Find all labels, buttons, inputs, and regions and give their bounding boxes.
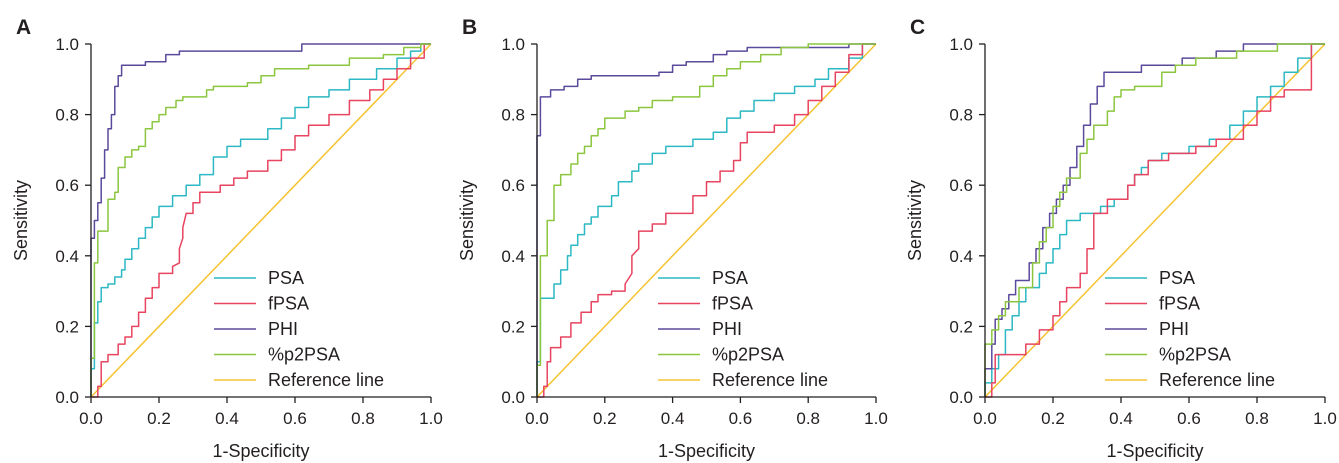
y-tick-label: 1.0: [949, 35, 973, 54]
legend: PSA fPSA PHI %p2PSA Reference line: [214, 268, 384, 390]
legend-label: PSA: [712, 268, 748, 288]
x-tick-label: 1.0: [419, 409, 443, 428]
y-tick-label: 0.0: [949, 388, 973, 407]
legend-label: %p2PSA: [712, 345, 784, 365]
x-tick-label: 0.6: [1177, 409, 1201, 428]
legend-label: fPSA: [1159, 294, 1200, 314]
y-tick-label: 0.8: [501, 106, 525, 125]
series-line-phi: [536, 43, 876, 397]
x-tick-label: 0.0: [525, 409, 549, 428]
series-line-fpsa: [91, 43, 431, 398]
x-tick-label: 0.0: [79, 409, 103, 428]
legend-label: PHI: [268, 319, 298, 339]
legend-label: PSA: [1159, 268, 1195, 288]
y-tick-label: 0.4: [949, 247, 973, 266]
series-line-phi: [984, 43, 1325, 397]
x-axis-title: 1-Specificity: [658, 441, 755, 461]
x-axis-title: 1-Specificity: [212, 441, 309, 461]
y-tick-label: 0.0: [501, 388, 525, 407]
legend-label: Reference line: [268, 370, 384, 390]
series-line-psa: [90, 43, 431, 397]
x-tick-label: 1.0: [864, 409, 888, 428]
x-tick-label: 0.8: [351, 409, 375, 428]
panel-label: B: [462, 16, 477, 39]
y-tick-label: 0.0: [55, 388, 79, 407]
x-tick-label: 0.8: [796, 409, 820, 428]
series-line-p2psa: [536, 43, 876, 397]
legend-label: PHI: [1159, 319, 1189, 339]
y-tick-label: 0.2: [949, 317, 973, 336]
y-tick-label: 1.0: [501, 35, 525, 54]
chart-panel-c: C 0.0 0.2 0.4 0.6 0.8 1.0 0.0 0.2 0.4 0.6 0.8 1.0 1-S…: [905, 16, 1337, 461]
series-line-p2psa: [984, 43, 1325, 397]
x-tick-label: 1.0: [1313, 409, 1337, 428]
y-tick-label: 0.4: [501, 247, 525, 266]
series-line-phi: [90, 43, 431, 397]
legend-label: Reference line: [712, 370, 828, 390]
panel-label: C: [910, 16, 925, 39]
series-line-fpsa: [537, 43, 876, 398]
legend-label: PSA: [268, 268, 304, 288]
y-axis-title: Sensitivity: [905, 180, 925, 261]
legend-label: %p2PSA: [1159, 345, 1231, 365]
y-tick-label: 0.6: [55, 176, 79, 195]
y-tick-label: 0.6: [949, 176, 973, 195]
legend: PSA fPSA PHI %p2PSA Reference line: [658, 268, 828, 390]
chart-panel-a: A 0.0 0.2 0.4 0.6 0.8 1.0 0.0 0.2 0.4 0.6 0.8 1.0 1-S…: [11, 16, 443, 461]
chart-panel-b: B 0.0 0.2 0.4 0.6 0.8 1.0 0.0 0.2 0.4 0.6 0.8 1.0 1-S…: [457, 16, 888, 461]
x-tick-label: 0.4: [1109, 409, 1133, 428]
legend: PSA fPSA PHI %p2PSA Reference line: [1105, 268, 1275, 390]
y-tick-label: 1.0: [55, 35, 79, 54]
x-tick-label: 0.2: [1041, 409, 1065, 428]
series-line-reference-line: [984, 43, 1326, 398]
y-tick-label: 0.8: [55, 106, 79, 125]
y-tick-label: 0.4: [55, 247, 79, 266]
legend-label: PHI: [712, 319, 742, 339]
panel-label: A: [16, 16, 31, 39]
x-tick-label: 0.4: [215, 409, 239, 428]
y-axis-title: Sensitivity: [11, 180, 31, 261]
x-tick-label: 0.8: [1245, 409, 1269, 428]
series-line-reference-line: [536, 43, 877, 398]
y-tick-label: 0.6: [501, 176, 525, 195]
x-tick-label: 0.4: [661, 409, 685, 428]
series-line-psa: [536, 43, 876, 397]
series-line-reference-line: [90, 43, 432, 398]
x-tick-label: 0.2: [593, 409, 617, 428]
y-tick-label: 0.2: [55, 317, 79, 336]
y-axis-title: Sensitivity: [457, 180, 477, 261]
x-axis-title: 1-Specificity: [1106, 441, 1203, 461]
legend-label: %p2PSA: [268, 345, 340, 365]
y-tick-label: 0.8: [949, 106, 973, 125]
legend-label: fPSA: [712, 294, 753, 314]
x-tick-label: 0.6: [729, 409, 753, 428]
legend-label: fPSA: [268, 294, 309, 314]
legend-label: Reference line: [1159, 370, 1275, 390]
x-tick-label: 0.6: [283, 409, 307, 428]
series-line-p2psa: [90, 43, 431, 397]
x-tick-label: 0.0: [973, 409, 997, 428]
series-line-fpsa: [985, 43, 1325, 398]
x-tick-label: 0.2: [147, 409, 171, 428]
y-tick-label: 0.2: [501, 317, 525, 336]
